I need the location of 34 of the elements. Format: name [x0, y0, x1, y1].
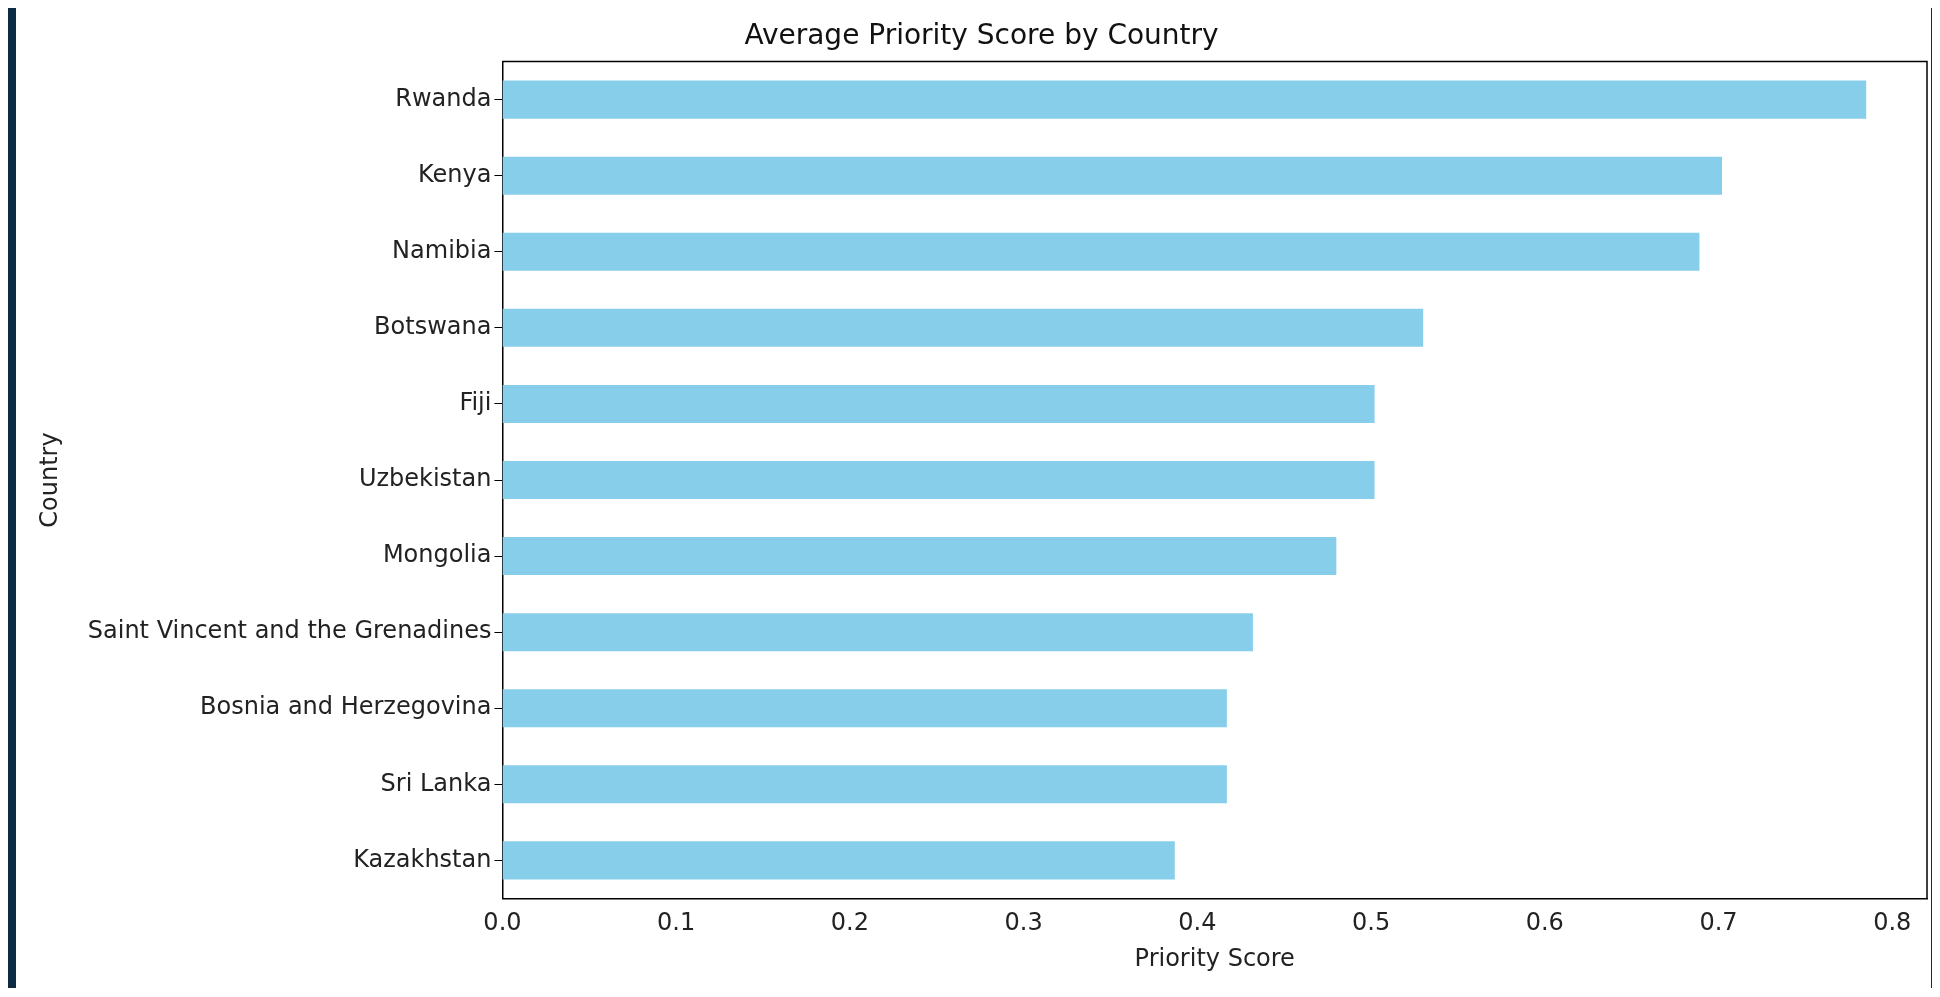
bar — [502, 384, 1375, 423]
chart-title: Average Priority Score by Country — [744, 18, 1219, 52]
x-tick-label: 0.2 — [830, 908, 869, 937]
y-tick-label: Botswana — [374, 312, 492, 341]
bar — [502, 841, 1175, 880]
bar — [502, 537, 1337, 576]
x-tick-label: 0.8 — [1873, 908, 1912, 937]
y-tick-label: Fiji — [459, 388, 492, 417]
y-tick-label: Mongolia — [382, 540, 492, 569]
bar — [502, 460, 1375, 500]
x-tick-label: 0.3 — [1004, 908, 1043, 937]
x-tick-label: 0.7 — [1699, 908, 1738, 937]
x-tick-label: 0.5 — [1351, 908, 1391, 937]
y-tick-label: Uzbekistan — [358, 464, 492, 493]
bar — [502, 613, 1253, 652]
x-tick-label: 0.6 — [1525, 908, 1564, 937]
bar — [502, 308, 1424, 347]
x-axis-title: Priority Score — [1134, 943, 1295, 972]
x-tick-label: 0.1 — [657, 908, 696, 937]
bar — [502, 80, 1867, 119]
y-tick-label: Bosnia and Herzegovina — [200, 692, 492, 721]
y-tick-label: Sri Lanka — [380, 768, 492, 797]
bar — [502, 232, 1700, 271]
y-tick-label: Kazakhstan — [353, 844, 492, 873]
y-tick-label: Saint Vincent and the Grenadines — [87, 616, 492, 645]
bar — [502, 765, 1227, 804]
y-tick-label: Namibia — [392, 236, 492, 265]
y-tick-label: Rwanda — [395, 83, 492, 112]
bar — [502, 156, 1722, 195]
x-tick-label: 0.4 — [1178, 908, 1217, 937]
x-tick-label: 0.0 — [483, 908, 522, 937]
y-axis-title: Country — [34, 432, 63, 528]
y-tick-label: Kenya — [418, 159, 492, 188]
bar — [502, 689, 1227, 728]
